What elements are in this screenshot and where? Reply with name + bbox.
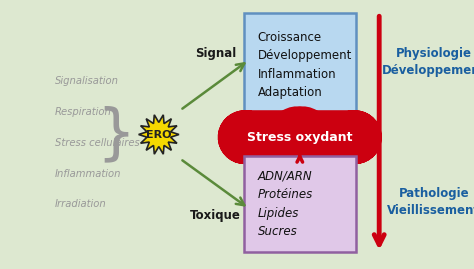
FancyBboxPatch shape bbox=[244, 156, 356, 252]
Text: }: } bbox=[97, 105, 136, 164]
FancyBboxPatch shape bbox=[244, 123, 356, 151]
Text: Stress cellulaires: Stress cellulaires bbox=[55, 137, 139, 148]
Text: Physiologie
Développement: Physiologie Développement bbox=[382, 47, 474, 77]
Polygon shape bbox=[138, 115, 179, 154]
Text: Signal: Signal bbox=[195, 47, 237, 60]
Text: ADN/ARN
Protéines
Lipides
Sucres: ADN/ARN Protéines Lipides Sucres bbox=[257, 169, 313, 238]
Text: Croissance
Développement
Inflammation
Adaptation: Croissance Développement Inflammation Ad… bbox=[257, 31, 352, 100]
Text: Toxique: Toxique bbox=[190, 209, 241, 222]
Text: ERO: ERO bbox=[146, 129, 172, 140]
Text: Signalisation: Signalisation bbox=[55, 76, 118, 86]
Text: Stress oxydant: Stress oxydant bbox=[247, 131, 353, 144]
FancyBboxPatch shape bbox=[244, 13, 356, 117]
Text: Pathologie
Vieillissement: Pathologie Vieillissement bbox=[387, 187, 474, 217]
Text: Respiration: Respiration bbox=[55, 107, 111, 117]
Text: Inflammation: Inflammation bbox=[55, 168, 121, 179]
Text: Irradiation: Irradiation bbox=[55, 199, 106, 210]
